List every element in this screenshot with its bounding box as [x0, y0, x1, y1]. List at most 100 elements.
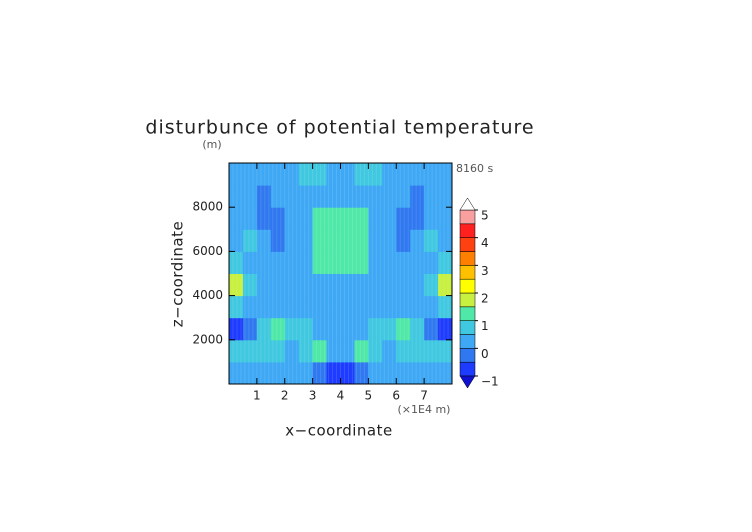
- field-cell: [284, 317, 300, 341]
- x-tick-label: 2: [281, 389, 289, 403]
- field-cell: [424, 273, 439, 297]
- field-cell: [340, 273, 355, 297]
- field-cell: [382, 251, 397, 274]
- field-cell: [410, 273, 425, 297]
- field-cell: [229, 339, 244, 363]
- field-cell: [368, 339, 383, 363]
- field-cell: [382, 207, 397, 230]
- field-cell: [256, 251, 272, 274]
- field-cell: [256, 339, 272, 363]
- field-cell: [396, 251, 411, 274]
- field-cell: [410, 251, 425, 274]
- x-tick-label: 5: [365, 389, 373, 403]
- field-cell: [242, 251, 258, 274]
- field-cell: [229, 295, 244, 319]
- field-cell: [326, 207, 341, 230]
- field-cell: [242, 273, 258, 297]
- field-cell: [340, 251, 355, 274]
- field-cell: [284, 295, 300, 319]
- field-cell: [396, 273, 411, 297]
- field-cell: [382, 273, 397, 297]
- y-tick-label: 6000: [192, 244, 223, 258]
- field-cell: [382, 229, 397, 252]
- field-cell: [312, 207, 328, 230]
- field-cell: [298, 163, 314, 186]
- field-cell: [312, 317, 328, 341]
- field-cell: [382, 163, 397, 186]
- field-cell: [354, 339, 369, 363]
- field-cell: [424, 163, 439, 186]
- field-cell: [270, 317, 286, 341]
- field-cell: [340, 185, 355, 208]
- colorbar-segment: [459, 278, 476, 294]
- field-cell: [354, 295, 369, 319]
- colorbar-tick-label: 4: [481, 236, 489, 250]
- field-cell: [284, 185, 300, 208]
- colorbar-tick-label: 0: [481, 347, 489, 361]
- field-cell: [284, 207, 300, 230]
- field-cell: [270, 207, 286, 230]
- field-cell: [298, 339, 314, 363]
- colorbar-under: [459, 375, 476, 389]
- field-cell: [396, 339, 411, 363]
- field-cell: [410, 317, 425, 341]
- field-cell: [368, 295, 383, 319]
- field-cell: [312, 185, 328, 208]
- field-cell: [438, 185, 453, 208]
- field-cell: [396, 185, 411, 208]
- field-cell: [340, 317, 355, 341]
- field-cell: [354, 317, 369, 341]
- y-tick-label: 2000: [192, 332, 223, 346]
- field-cell: [256, 207, 272, 230]
- field-cell: [270, 163, 286, 186]
- field-cell: [270, 339, 286, 363]
- x-tick-label: 7: [420, 389, 428, 403]
- field-cell: [354, 163, 369, 186]
- colorbar-tick-label: −1: [481, 375, 499, 389]
- field-cell: [438, 251, 453, 274]
- field-cell: [242, 339, 258, 363]
- field-cell: [298, 251, 314, 274]
- colorbar-segment: [459, 251, 476, 266]
- field-cell: [424, 251, 439, 274]
- field-cell: [256, 273, 272, 297]
- field-cell: [256, 229, 272, 252]
- field-cell: [382, 339, 397, 363]
- field-cell: [229, 273, 244, 297]
- field-cell: [354, 229, 369, 252]
- field-cell: [312, 251, 328, 274]
- field-cell: [382, 317, 397, 341]
- x-tick-label: 4: [337, 389, 345, 403]
- field-cell: [284, 361, 300, 385]
- field-cell: [382, 361, 397, 385]
- field-cell: [340, 207, 355, 230]
- field-cell: [410, 229, 425, 252]
- field-cell: [326, 317, 341, 341]
- field-cell: [229, 229, 244, 252]
- field-cell: [368, 185, 383, 208]
- field-cell: [368, 163, 383, 186]
- field-cell: [340, 295, 355, 319]
- field-cell: [424, 339, 439, 363]
- field-cell: [438, 207, 453, 230]
- colorbar-segment: [459, 306, 476, 321]
- field-cell: [410, 339, 425, 363]
- x-unit: (×1E4 m): [398, 403, 451, 416]
- field-cell: [326, 163, 341, 186]
- field-cell: [410, 185, 425, 208]
- field-cell: [438, 339, 453, 363]
- field-cell: [424, 207, 439, 230]
- field-cell: [270, 229, 286, 252]
- field-cell: [438, 163, 453, 186]
- field-cell: [354, 273, 369, 297]
- field-cell: [298, 229, 314, 252]
- field-cell: [340, 339, 355, 363]
- field-cell: [242, 207, 258, 230]
- field-cell: [410, 207, 425, 230]
- field-cell: [340, 229, 355, 252]
- field-cell: [298, 295, 314, 319]
- field-cell: [340, 163, 355, 186]
- colorbar-segment: [459, 292, 476, 308]
